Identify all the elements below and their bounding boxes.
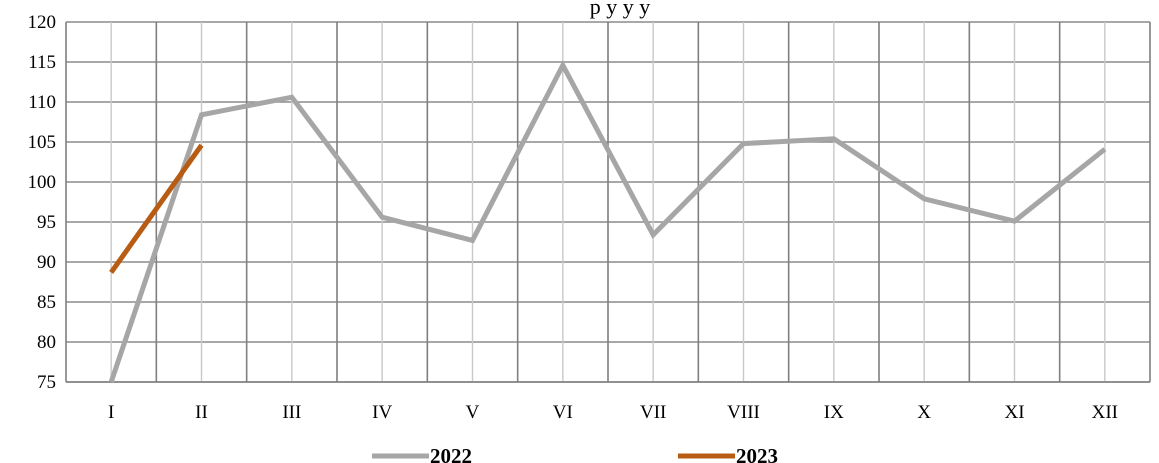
y-tick-label: 90: [37, 252, 56, 273]
x-tick-label: X: [917, 402, 931, 423]
x-tick-label: VI: [553, 402, 573, 423]
y-tick-label: 100: [28, 172, 57, 193]
series-line-2023: [109, 143, 204, 274]
y-tick-label: 75: [37, 372, 56, 393]
x-tick-label: II: [195, 402, 208, 423]
x-tick-label: I: [108, 402, 114, 423]
y-tick-label: 85: [37, 292, 56, 313]
x-tick-label: VIII: [727, 402, 760, 423]
x-tick-label: IV: [372, 402, 392, 423]
x-tick-label: IX: [824, 402, 844, 423]
x-tick-label: VII: [640, 402, 666, 423]
chart-title: p y y y: [590, 0, 651, 19]
x-tick-label: III: [282, 402, 301, 423]
chart-title-group: p y y y: [590, 0, 651, 19]
plot-grid: [65, 21, 1151, 383]
series-group: [108, 59, 1107, 383]
y-tick-label: 95: [37, 212, 56, 233]
y-tick-label: 105: [28, 132, 57, 153]
legend: 2022 2023: [372, 444, 778, 463]
legend-label-2023: 2023: [736, 444, 778, 463]
x-tick-label: XI: [1004, 402, 1024, 423]
x-tick-label: XII: [1092, 402, 1118, 423]
legend-label-2022: 2022: [430, 444, 472, 463]
y-tick-label: 80: [37, 332, 56, 353]
y-axis: 75 80 85 90 95 100 105 110 115 120: [28, 12, 57, 393]
y-tick-label: 115: [28, 52, 56, 73]
y-tick-label: 120: [28, 12, 57, 33]
x-tick-label: V: [466, 402, 480, 423]
series-line-2022: [108, 59, 1107, 383]
x-axis: I II III IV V VI VII VIII IX X XI XII: [108, 402, 1118, 423]
y-tick-label: 110: [28, 92, 56, 113]
